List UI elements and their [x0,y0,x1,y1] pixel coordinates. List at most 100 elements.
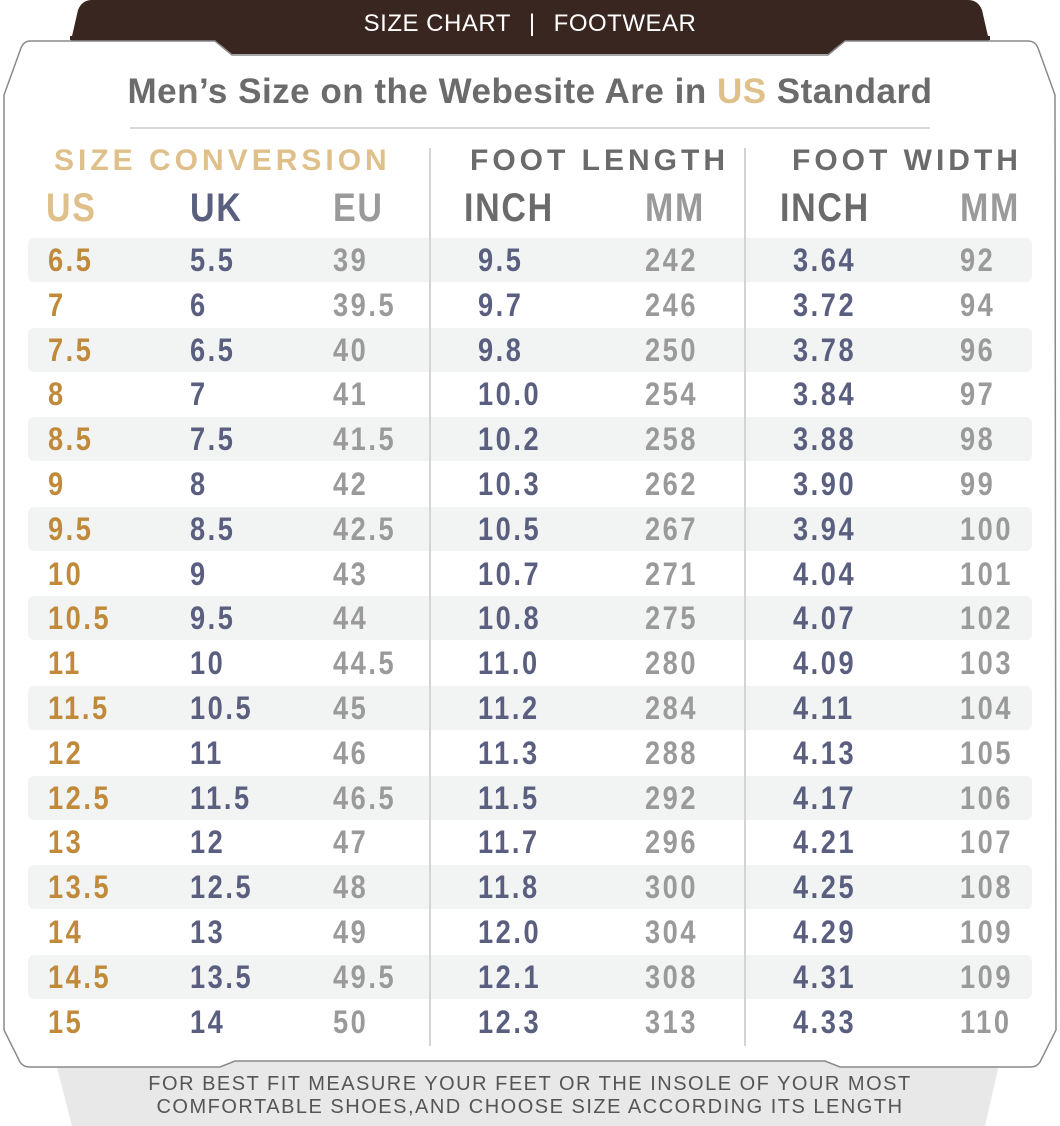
cell-us: 8.5 [48,421,94,458]
cell-length-mm: 267 [645,510,699,547]
headline-rule [130,127,930,129]
cell-length-mm: 304 [645,914,699,950]
cell-us: 10 [48,555,84,592]
title-footwear: FOOTWEAR [553,10,697,37]
headline-text: Men’s Size on the Webesite Are in [127,72,717,111]
cell-width-mm: 101 [960,555,1014,592]
cell-uk: 11.5 [190,779,252,816]
cell-eu: 39 [333,242,369,278]
cell-width-mm: 94 [960,286,996,323]
footer-line-2: COMFORTABLE SHOES,AND CHOOSE SIZE ACCORD… [156,1096,904,1118]
cell-uk: 14 [190,1003,226,1040]
cell-length-inch: 10.2 [478,421,542,458]
cell-width-inch: 4.17 [793,779,857,816]
cell-width-mm: 103 [960,645,1014,682]
cell-us: 6.5 [48,242,94,278]
cell-us: 12 [48,734,84,771]
cell-width-mm: 109 [960,914,1014,950]
cell-us: 9 [48,466,66,502]
header-tab-bottom [70,36,990,54]
cell-length-inch: 12.0 [478,914,542,950]
footer-tab [55,1060,1000,1126]
cell-eu: 42 [333,466,369,502]
cell-us: 12.5 [48,779,112,816]
col-width-mm: MM [960,186,1021,230]
cell-us: 13 [48,824,84,861]
cell-us: 7.5 [48,331,94,368]
col-length-inch: INCH [464,186,554,230]
cell-eu: 47 [333,824,369,861]
cell-width-inch: 3.78 [793,331,857,368]
col-length-mm: MM [645,186,706,230]
cell-uk: 13 [190,914,226,950]
row-band [28,775,1032,820]
cell-us: 11.5 [48,690,110,726]
col-eu: EU [333,186,384,230]
cell-length-mm: 271 [645,555,699,592]
row-band [28,238,1032,282]
cell-length-inch: 11.8 [478,869,540,906]
cell-uk: 10.5 [190,690,254,726]
cell-width-mm: 106 [960,779,1014,816]
row-band [28,686,1032,730]
cell-width-mm: 110 [960,1003,1012,1040]
row-band [28,865,1032,910]
cell-width-inch: 3.88 [793,421,857,458]
row-band [28,506,1032,551]
cell-length-inch: 9.5 [478,242,524,278]
cell-width-inch: 4.11 [793,690,855,726]
cell-length-inch: 10.7 [478,555,542,592]
header-tab [70,0,990,45]
cell-eu: 39.5 [333,286,397,323]
cell-length-mm: 284 [645,690,699,726]
cell-length-inch: 10.5 [478,510,542,547]
cell-length-inch: 11.0 [478,645,540,682]
title-separator: | [528,10,536,37]
cell-length-inch: 11.7 [478,824,540,861]
cell-eu: 44.5 [333,645,397,682]
cell-width-mm: 92 [960,242,996,278]
cell-length-mm: 308 [645,958,699,995]
cell-us: 8 [48,376,66,413]
cell-uk: 9 [190,555,208,592]
cell-eu: 42.5 [333,510,397,547]
title-size-chart: SIZE CHART [363,10,511,37]
cell-width-inch: 4.31 [793,958,857,995]
cell-width-mm: 99 [960,466,996,502]
cell-uk: 8 [190,466,208,502]
cell-length-inch: 11.2 [478,690,540,726]
cell-eu: 41 [333,376,369,413]
cell-uk: 12.5 [190,869,254,906]
cell-length-inch: 10.3 [478,466,542,502]
headline: Men’s Size on the Webesite Are in US Sta… [0,72,1060,112]
cell-us: 14.5 [48,958,112,995]
cell-us: 13.5 [48,869,112,906]
cell-eu: 45 [333,690,369,726]
cell-length-inch: 11.5 [478,779,540,816]
page-title: SIZE CHART | FOOTWEAR [0,10,1060,38]
cell-uk: 11 [190,734,224,771]
cell-length-mm: 296 [645,824,699,861]
cell-uk: 6.5 [190,331,236,368]
row-band [28,954,1032,999]
cell-eu: 44 [333,600,369,637]
cell-length-mm: 300 [645,869,699,906]
cell-length-mm: 292 [645,779,699,816]
cell-us: 14 [48,914,84,950]
cell-uk: 6 [190,286,208,323]
cell-eu: 41.5 [333,421,397,458]
cell-width-inch: 4.04 [793,555,857,592]
cell-width-mm: 108 [960,869,1014,906]
cell-width-inch: 4.13 [793,734,857,771]
cell-length-mm: 254 [645,376,699,413]
cell-us: 10.5 [48,600,112,637]
cell-width-inch: 4.09 [793,645,857,682]
row-band [28,327,1032,372]
cell-width-inch: 4.33 [793,1003,857,1040]
cell-uk: 9.5 [190,600,236,637]
cell-length-mm: 242 [645,242,699,278]
cell-eu: 46.5 [333,779,397,816]
footer-note: FOR BEST FIT MEASURE YOUR FEET OR THE IN… [0,1073,1060,1119]
cell-length-mm: 275 [645,600,699,637]
cell-width-mm: 96 [960,331,996,368]
